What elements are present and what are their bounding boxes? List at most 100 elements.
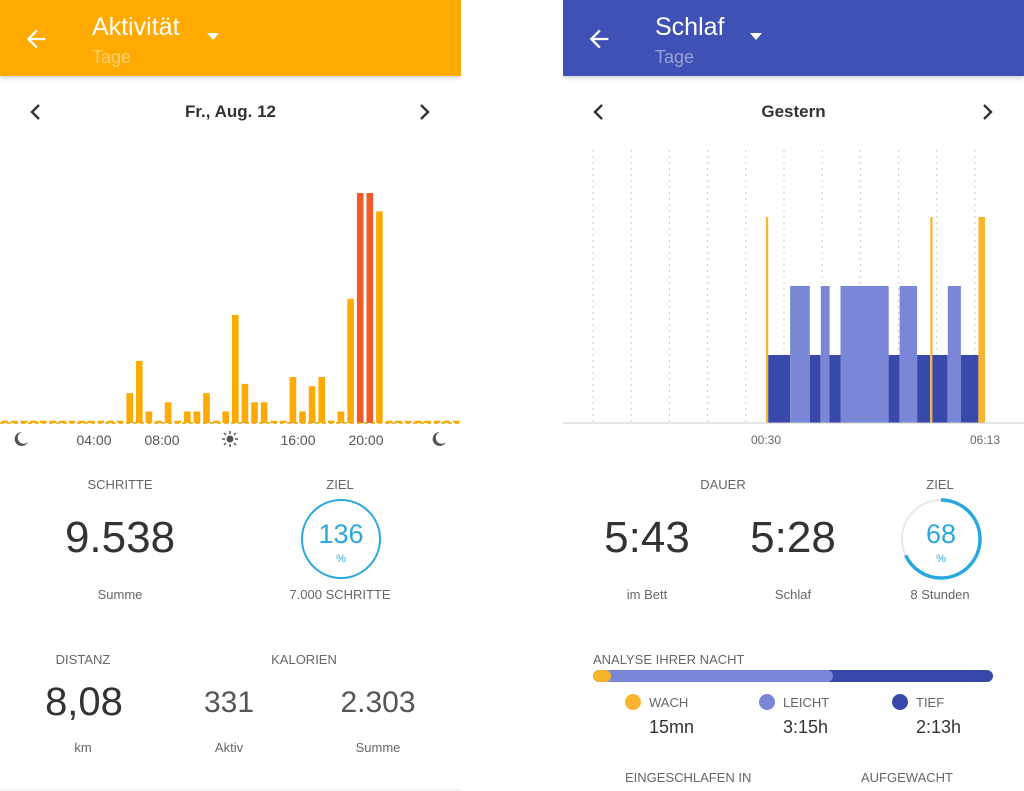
tick-label: 00:30 bbox=[751, 433, 781, 447]
activity-bar bbox=[20, 420, 28, 423]
goal-sub: 8 Stunden bbox=[910, 587, 970, 602]
sleep-goal-ring: 68 % bbox=[899, 497, 983, 581]
sleep-label: Schlaf bbox=[774, 587, 812, 602]
activity-bar bbox=[136, 360, 143, 423]
steps-goal-ring: 136 % bbox=[299, 497, 383, 581]
sun-icon bbox=[222, 431, 238, 447]
sleep-segment-light bbox=[820, 286, 830, 423]
chevron-right-icon[interactable] bbox=[975, 100, 999, 124]
awake-dot-icon bbox=[625, 694, 641, 710]
activity-bar bbox=[366, 193, 374, 423]
tick-label: 08:00 bbox=[144, 432, 179, 448]
goal-progress-arc bbox=[301, 499, 381, 579]
activity-bar bbox=[39, 420, 47, 423]
activity-bar bbox=[251, 402, 258, 423]
activity-date-nav: Fr., Aug. 12 bbox=[0, 96, 461, 128]
sleep-date-nav: Gestern bbox=[563, 96, 1024, 128]
sleep-segment-awake bbox=[930, 217, 933, 423]
activity-bar bbox=[49, 420, 57, 423]
activity-panel: Aktivität Tage Fr., Aug. 12 04:00 08:00 … bbox=[0, 0, 461, 791]
distance-value: 8,08 bbox=[45, 680, 123, 724]
activity-bar bbox=[155, 420, 162, 423]
activity-bar bbox=[280, 420, 287, 423]
activity-bar bbox=[260, 402, 268, 423]
sleep-segment-light bbox=[790, 286, 810, 423]
back-arrow-icon[interactable] bbox=[585, 25, 613, 53]
steps-value: 9.538 bbox=[64, 513, 176, 562]
activity-bar bbox=[193, 411, 201, 423]
awake-value: 15mn bbox=[649, 717, 695, 737]
activity-bar bbox=[174, 420, 181, 423]
sleep-segment-light bbox=[840, 286, 889, 423]
deep-value: 2:13h bbox=[916, 717, 962, 737]
activity-bar bbox=[270, 420, 277, 423]
moon-icon bbox=[432, 431, 446, 446]
dropdown-caret-icon[interactable] bbox=[748, 30, 764, 42]
activity-bar bbox=[289, 377, 297, 423]
sleep-segment-deep bbox=[960, 355, 979, 423]
tick-label: 16:00 bbox=[280, 432, 315, 448]
chevron-left-icon[interactable] bbox=[587, 100, 611, 124]
activity-title[interactable]: Aktivität bbox=[92, 13, 180, 41]
activity-bar bbox=[126, 393, 133, 423]
goal-percent-unit: % bbox=[936, 553, 946, 565]
distance-label: DISTANZ bbox=[55, 652, 111, 667]
back-arrow-icon[interactable] bbox=[22, 25, 50, 53]
goal-sub: 7.000 SCHRITTE bbox=[289, 587, 391, 602]
activity-bar bbox=[414, 420, 422, 423]
activity-bar bbox=[356, 193, 364, 423]
activity-bar bbox=[385, 420, 393, 423]
goal-ring-graphic bbox=[900, 498, 982, 580]
activity-bar bbox=[87, 420, 95, 423]
activity-bar bbox=[232, 314, 239, 423]
activity-bar bbox=[145, 411, 153, 423]
calories-total-value: 2.303 bbox=[340, 686, 416, 719]
activity-bar bbox=[212, 420, 220, 423]
goal-percent-unit: % bbox=[336, 553, 346, 565]
tick-label: 20:00 bbox=[348, 432, 383, 448]
sleep-segment-deep bbox=[768, 355, 791, 423]
sleep-segment-light bbox=[947, 286, 961, 423]
activity-bar bbox=[443, 420, 450, 423]
activity-bars bbox=[1, 193, 460, 423]
activity-bar bbox=[78, 420, 85, 423]
awake-label: WACH bbox=[649, 695, 689, 710]
sleep-segment-light bbox=[899, 286, 918, 423]
sleep-segment-deep bbox=[888, 355, 900, 423]
sleep-panel: Schlaf Tage Gestern 00:30 06:13 DAUER 5:… bbox=[563, 0, 1024, 791]
distance-unit: km bbox=[74, 740, 92, 755]
activity-bar bbox=[203, 393, 210, 423]
goal-progress-arc bbox=[900, 498, 982, 580]
sleep-title[interactable]: Schlaf bbox=[655, 13, 725, 41]
dropdown-caret-icon[interactable] bbox=[205, 30, 221, 42]
activity-bar bbox=[164, 402, 172, 423]
tick-label: 06:13 bbox=[970, 433, 1000, 447]
goal-ring-graphic bbox=[301, 499, 381, 579]
steps-label: SCHRITTE bbox=[87, 477, 153, 492]
sleep-date-label: Gestern bbox=[761, 102, 826, 121]
in-bed-label: im Bett bbox=[626, 587, 668, 602]
analysis-awake-segment bbox=[593, 670, 611, 682]
chevron-left-icon[interactable] bbox=[24, 100, 48, 124]
activity-subtitle: Tage bbox=[92, 47, 132, 67]
activity-bar bbox=[97, 420, 105, 423]
sleep-stage-chart: 00:30 06:13 bbox=[563, 150, 1024, 447]
activity-bar bbox=[424, 420, 431, 423]
activity-bar bbox=[184, 411, 191, 423]
activity-bar bbox=[328, 420, 335, 423]
sleep-segment-deep bbox=[809, 355, 821, 423]
activity-date-label: Fr., Aug. 12 bbox=[184, 102, 276, 121]
activity-bar bbox=[107, 420, 114, 423]
activity-bar bbox=[68, 420, 76, 423]
steps-sub: Summe bbox=[97, 587, 143, 602]
chevron-right-icon[interactable] bbox=[412, 100, 436, 124]
activity-bar bbox=[59, 420, 66, 423]
tick-label: 04:00 bbox=[76, 432, 111, 448]
activity-bar bbox=[308, 386, 316, 423]
sleep-segment-awake bbox=[766, 217, 769, 423]
analysis-bar bbox=[593, 670, 993, 682]
activity-bar bbox=[241, 383, 249, 423]
goal-label: ZIEL bbox=[326, 477, 354, 492]
goal-percent-value: 68 bbox=[925, 519, 957, 549]
sleep-segment-awake bbox=[978, 217, 985, 423]
